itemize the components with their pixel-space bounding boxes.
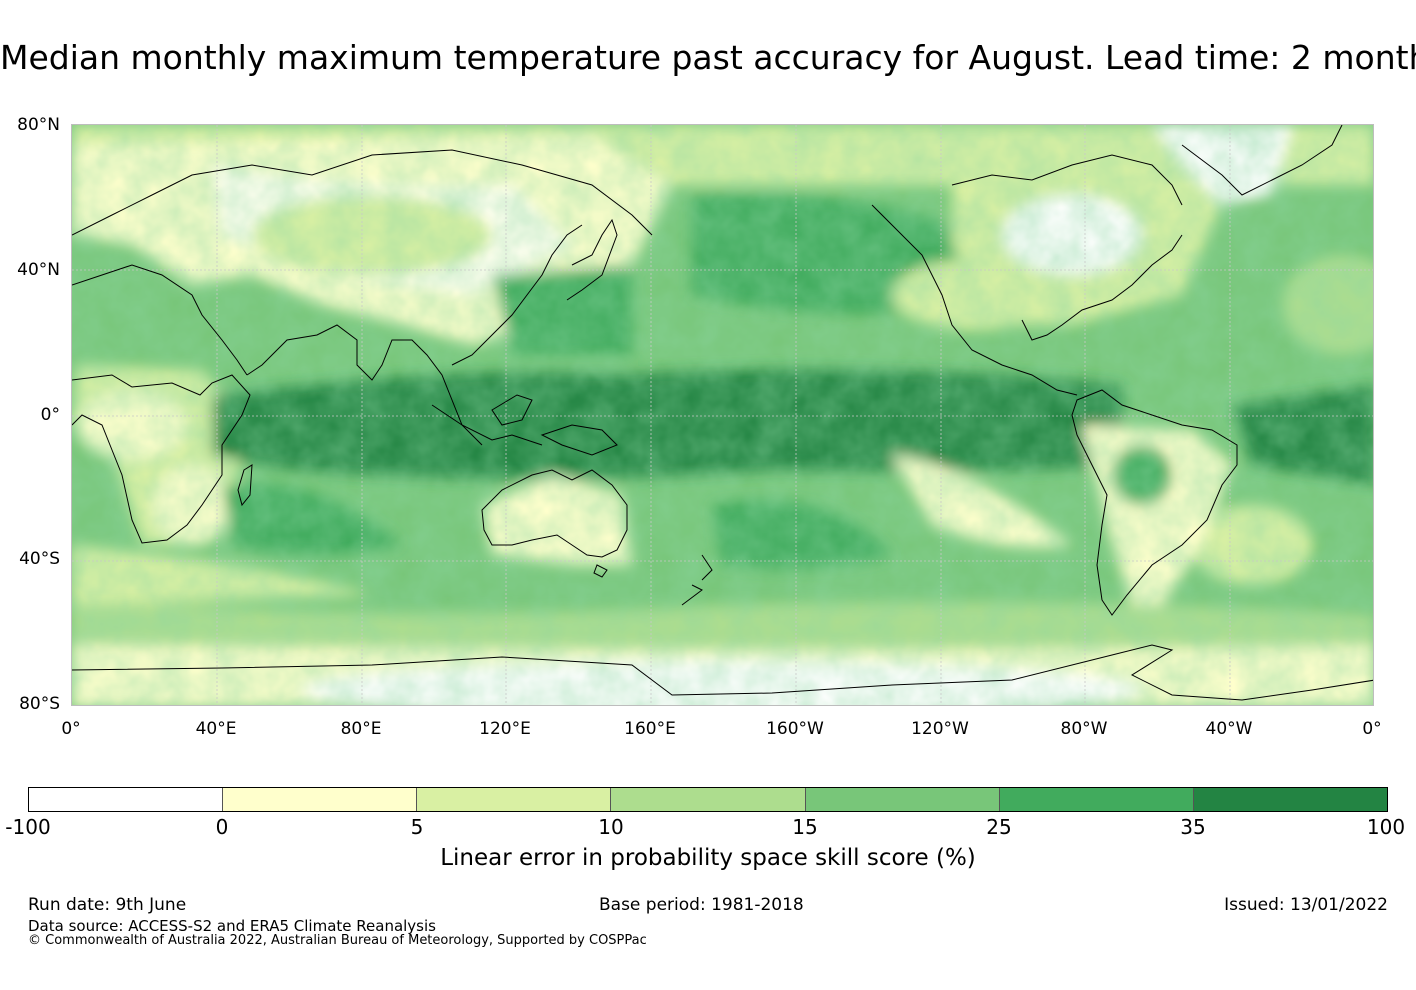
colorbar-label: Linear error in probability space skill … bbox=[440, 845, 976, 871]
lon-label-40e: 40°E bbox=[195, 719, 237, 739]
colorbar-tick: 5 bbox=[410, 815, 424, 839]
lon-label-80e: 80°E bbox=[340, 719, 382, 739]
lat-label-80n: 80°N bbox=[17, 115, 60, 135]
lon-label-40w: 40°W bbox=[1205, 719, 1253, 739]
lon-label-160w: 160°W bbox=[766, 719, 824, 739]
colorbar-tick: 15 bbox=[792, 815, 818, 839]
lon-label-120e: 120°E bbox=[479, 719, 531, 739]
run-date: Run date: 9th June bbox=[28, 895, 187, 915]
colorbar-segment bbox=[223, 788, 418, 811]
lat-label-80s: 80°S bbox=[19, 694, 60, 714]
colorbar-segment bbox=[1193, 788, 1387, 811]
colorbar-segment bbox=[999, 788, 1194, 811]
field-texture bbox=[72, 125, 1373, 705]
skill-score-map bbox=[71, 124, 1374, 706]
colorbar-tick: 25 bbox=[986, 815, 1012, 839]
base-period: Base period: 1981-2018 bbox=[599, 895, 804, 915]
colorbar bbox=[28, 787, 1388, 812]
colorbar-segment bbox=[417, 788, 612, 811]
lon-label-80w: 80°W bbox=[1060, 719, 1108, 739]
copyright-notice: © Commonwealth of Australia 2022, Austra… bbox=[28, 933, 647, 948]
colorbar-segment bbox=[611, 788, 806, 811]
coastlines bbox=[72, 125, 1373, 701]
lon-label-120w: 120°W bbox=[911, 719, 969, 739]
colorbar-tick: 10 bbox=[598, 815, 624, 839]
lon-label-0-right: 0° bbox=[1362, 719, 1382, 739]
map-title: Median monthly maximum temperature past … bbox=[0, 38, 1416, 77]
issued-date: Issued: 13/01/2022 bbox=[1224, 895, 1388, 915]
lat-label-0: 0° bbox=[40, 405, 60, 425]
colorbar-tick: 0 bbox=[215, 815, 229, 839]
lat-label-40s: 40°S bbox=[19, 549, 60, 569]
colorbar-segment bbox=[805, 788, 1000, 811]
colorbar-tick: 100 bbox=[1366, 815, 1406, 839]
lon-label-0-left: 0° bbox=[61, 719, 81, 739]
map-canvas bbox=[72, 125, 1373, 705]
colorbar-tick: 35 bbox=[1180, 815, 1206, 839]
colorbar-segment bbox=[29, 788, 224, 811]
data-source: Data source: ACCESS-S2 and ERA5 Climate … bbox=[28, 917, 436, 935]
lat-label-40n: 40°N bbox=[17, 260, 60, 280]
lon-label-160e: 160°E bbox=[624, 719, 676, 739]
colorbar-tick: -100 bbox=[5, 815, 51, 839]
